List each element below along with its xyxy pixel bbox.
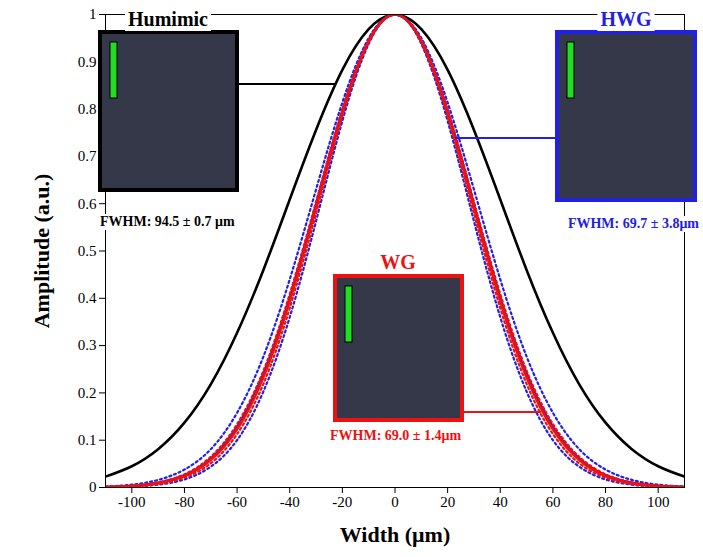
svg-text:0.3: 0.3 [78, 337, 97, 353]
svg-text:HWG: HWG [600, 8, 652, 30]
svg-text:-20: -20 [332, 494, 352, 510]
svg-text:0.8: 0.8 [78, 101, 97, 117]
svg-text:0.7: 0.7 [78, 148, 97, 164]
svg-text:0.1: 0.1 [78, 432, 97, 448]
svg-text:20: 20 [440, 494, 455, 510]
svg-text:Humimic: Humimic [128, 8, 208, 30]
svg-text:0.5: 0.5 [78, 243, 97, 259]
svg-text:-80: -80 [174, 494, 194, 510]
svg-text:80: 80 [598, 494, 613, 510]
svg-text:0: 0 [391, 494, 399, 510]
svg-text:-60: -60 [227, 494, 247, 510]
svg-text:60: 60 [545, 494, 560, 510]
svg-text:-40: -40 [280, 494, 300, 510]
svg-text:FWHM: 69.0 ± 1.4μm: FWHM: 69.0 ± 1.4μm [330, 428, 461, 443]
svg-text:0.6: 0.6 [78, 196, 97, 212]
svg-text:FWHM: 94.5 ± 0.7 μm: FWHM: 94.5 ± 0.7 μm [100, 214, 235, 229]
svg-text:WG: WG [380, 251, 416, 273]
svg-text:Width (μm): Width (μm) [340, 522, 450, 547]
svg-text:Amplitude (a.u.): Amplitude (a.u.) [29, 174, 54, 329]
svg-text:0.9: 0.9 [78, 54, 97, 70]
svg-text:1: 1 [89, 6, 97, 22]
svg-text:FWHM: 69.7 ± 3.8μm: FWHM: 69.7 ± 3.8μm [568, 216, 699, 231]
svg-text:0: 0 [89, 479, 97, 495]
svg-text:40: 40 [493, 494, 508, 510]
svg-text:0.4: 0.4 [78, 290, 97, 306]
svg-text:-100: -100 [118, 494, 146, 510]
svg-text:100: 100 [647, 494, 670, 510]
svg-text:0.2: 0.2 [78, 385, 97, 401]
